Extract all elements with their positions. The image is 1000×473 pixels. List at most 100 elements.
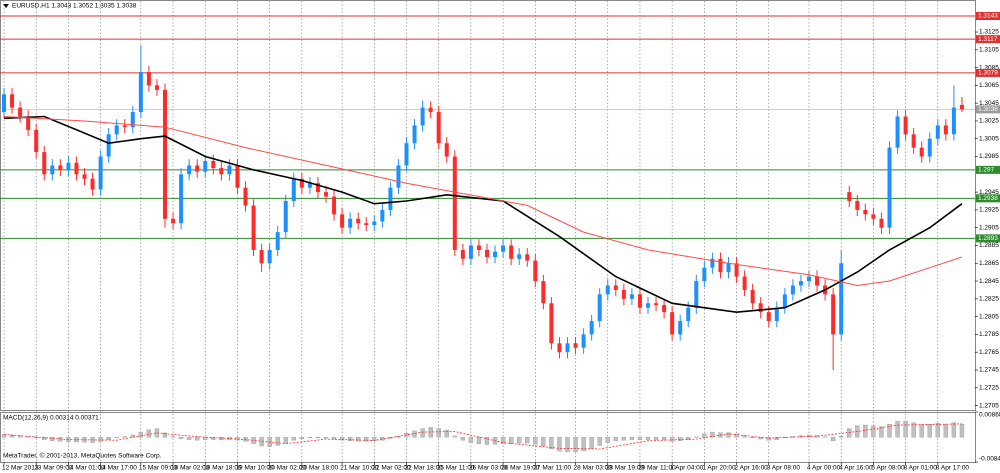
candle-body xyxy=(887,147,892,228)
candle-body xyxy=(959,104,964,110)
candle-body xyxy=(589,321,594,335)
macd-bar xyxy=(114,437,119,439)
candle-body xyxy=(847,192,852,201)
candle-body xyxy=(815,276,820,286)
candle-body xyxy=(742,276,747,290)
candle-body xyxy=(533,260,538,282)
macd-bar xyxy=(951,422,957,438)
x-tick-label: 18 Mar 02:00 xyxy=(171,465,210,472)
candle-body xyxy=(951,107,956,135)
macd-bar xyxy=(911,422,916,438)
macd-bar xyxy=(943,424,948,438)
candle-body xyxy=(291,178,296,201)
macd-bar xyxy=(839,435,844,438)
candle-body xyxy=(927,138,932,157)
level-label-bg xyxy=(976,68,1000,77)
candle-body xyxy=(106,134,111,157)
x-tick-label: 5 Apr 08:00 xyxy=(871,465,905,472)
macd-bar xyxy=(734,433,739,438)
x-tick-label: 12 Mar 2013 xyxy=(2,465,39,472)
candle-body xyxy=(790,285,795,295)
candle-body xyxy=(82,174,87,179)
candle-body xyxy=(364,223,369,226)
moving-average xyxy=(3,115,963,314)
candle-body xyxy=(452,156,457,250)
macd-bar xyxy=(203,437,208,440)
moving-average xyxy=(3,116,963,287)
x-tick-label: 8 Apr 01:00 xyxy=(904,465,938,472)
candle-body xyxy=(935,125,940,139)
macd-bar xyxy=(460,437,466,441)
candle-body xyxy=(267,249,272,264)
candle-body xyxy=(163,89,167,219)
candle-body xyxy=(396,165,401,188)
candle-body xyxy=(766,312,771,322)
macd-bar xyxy=(694,436,699,438)
macd-bar xyxy=(863,424,868,438)
macd-bar xyxy=(621,437,626,441)
candle-body xyxy=(557,343,562,353)
x-tick-label: 14 Mar 17:00 xyxy=(99,465,138,472)
candle-body xyxy=(275,232,280,250)
last-price-bg xyxy=(976,105,1000,114)
watermark: MetaTrader, © 2001-2013, MetaQuotes Soft… xyxy=(3,452,162,460)
y-tick-label: 1.2985 xyxy=(979,153,999,160)
candle-body xyxy=(654,303,659,306)
y-tick-label: 1.2705 xyxy=(979,402,999,409)
candle-body xyxy=(380,209,385,222)
candle-body xyxy=(807,276,811,282)
macd-bar xyxy=(275,437,280,446)
macd-bar xyxy=(452,435,457,438)
candle-body xyxy=(26,116,31,130)
macd-bar xyxy=(484,437,490,445)
candle-body xyxy=(734,263,739,277)
candle-body xyxy=(613,285,618,290)
level-label: 1.2938 xyxy=(978,195,998,202)
macd-bar xyxy=(661,437,667,441)
level-label: 1.3079 xyxy=(978,70,998,77)
macd-bar xyxy=(299,437,305,439)
macd-bar xyxy=(758,437,763,440)
candle-body xyxy=(299,178,304,188)
y-tick-label: 1.3065 xyxy=(979,82,999,89)
macd-bar xyxy=(637,437,643,441)
x-tick-label: 28 Mar 19:00 xyxy=(606,465,645,472)
macd-bar xyxy=(315,437,321,439)
candle-body xyxy=(315,183,320,193)
candle-body xyxy=(855,200,860,210)
x-tick-label: 4 Apr 16:00 xyxy=(839,465,873,472)
candle-body xyxy=(774,307,779,322)
last-price-label: 1.3038 xyxy=(978,106,998,113)
candle-body xyxy=(179,174,184,224)
macd-bar xyxy=(420,428,425,438)
level-label-bg xyxy=(976,35,1000,44)
menu-triangle xyxy=(3,4,9,8)
macd-bar xyxy=(130,434,135,438)
macd-bar xyxy=(331,437,337,440)
candle-body xyxy=(670,312,675,335)
candle-body xyxy=(324,192,328,197)
candle-body xyxy=(243,187,248,206)
x-tick-label: 29 Mar 11:00 xyxy=(638,465,676,472)
candle-body xyxy=(420,107,425,126)
candle-body xyxy=(348,218,353,228)
y-tick-label: 1.2925 xyxy=(979,207,999,214)
x-tick-label: 22 Mar 02:00 xyxy=(372,465,411,472)
macd-bar xyxy=(581,437,586,451)
candle-body xyxy=(710,258,715,268)
candle-body xyxy=(227,165,232,175)
macd-bar xyxy=(162,432,168,438)
candle-body xyxy=(195,165,200,172)
candle-body xyxy=(871,214,876,219)
macd-bar xyxy=(927,424,932,438)
candle-body xyxy=(798,281,803,286)
candle-body xyxy=(782,294,787,308)
candle-body xyxy=(444,143,449,157)
y-tick-label: 1.2725 xyxy=(979,384,999,391)
x-tick-label: 21 Mar 10:00 xyxy=(340,465,379,472)
candle-body xyxy=(42,152,47,175)
macd-bar xyxy=(549,437,554,450)
macd-bar xyxy=(847,428,852,438)
candle-body xyxy=(203,160,208,172)
candle-body xyxy=(18,107,23,117)
